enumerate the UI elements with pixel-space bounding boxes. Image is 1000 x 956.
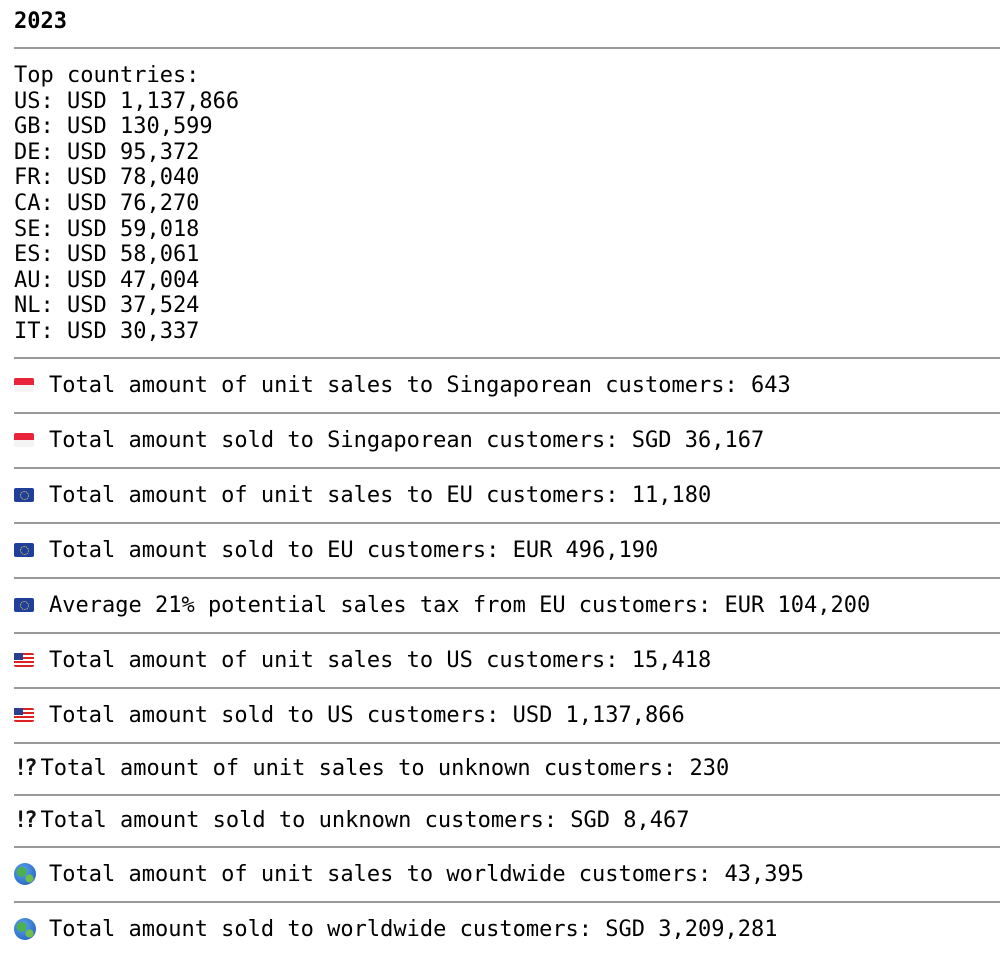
stat-row: Total amount sold to EU customers: EUR 4… bbox=[14, 524, 1000, 577]
stat-text: Total amount of unit sales to worldwide … bbox=[49, 861, 804, 887]
stat-text: Total amount of unit sales to US custome… bbox=[49, 647, 712, 673]
stat-text: Total amount of unit sales to unknown cu… bbox=[40, 756, 730, 782]
country-line: US: USD 1,137,866 bbox=[14, 88, 240, 114]
country-line: FR: USD 78,040 bbox=[14, 165, 200, 191]
divider bbox=[14, 793, 1000, 796]
stat-row: !? Total amount sold to unknown customers… bbox=[14, 796, 1000, 846]
stat-text: Total amount sold to worldwide customers… bbox=[49, 916, 778, 942]
divider bbox=[14, 356, 1000, 359]
us-flag-icon bbox=[14, 708, 34, 723]
divider bbox=[14, 576, 1000, 579]
stat-text: Total amount of unit sales to EU custome… bbox=[49, 482, 712, 508]
stat-text: Total amount of unit sales to Singaporea… bbox=[49, 372, 791, 398]
interrobang-icon: !? bbox=[14, 756, 37, 782]
country-line: CA: USD 76,270 bbox=[14, 190, 200, 216]
stat-row: Total amount sold to Singaporean custome… bbox=[14, 414, 1000, 467]
eu-flag-icon bbox=[14, 543, 34, 558]
divider bbox=[14, 411, 1000, 414]
stat-text: Total amount sold to Singaporean custome… bbox=[49, 427, 765, 453]
stat-text: Total amount sold to EU customers: EUR 4… bbox=[49, 537, 659, 563]
top-countries: Top countries: US: USD 1,137,866 GB: USD… bbox=[14, 49, 1000, 357]
divider bbox=[14, 631, 1000, 634]
stat-row: Total amount sold to US customers: USD 1… bbox=[14, 689, 1000, 742]
country-line: NL: USD 37,524 bbox=[14, 293, 200, 319]
us-flag-icon bbox=[14, 653, 34, 668]
stat-row: Total amount of unit sales to US custome… bbox=[14, 634, 1000, 687]
singapore-flag-icon bbox=[14, 433, 34, 448]
eu-flag-icon bbox=[14, 598, 34, 613]
stat-row: !? Total amount of unit sales to unknown … bbox=[14, 744, 1000, 794]
top-countries-heading: Top countries: bbox=[14, 63, 200, 88]
globe-icon bbox=[14, 863, 36, 886]
country-line: GB: USD 130,599 bbox=[14, 114, 213, 140]
divider bbox=[14, 47, 1000, 49]
country-line: IT: USD 30,337 bbox=[14, 318, 200, 344]
country-line: DE: USD 95,372 bbox=[14, 139, 200, 165]
singapore-flag-icon bbox=[14, 378, 34, 393]
stat-row: Total amount of unit sales to worldwide … bbox=[14, 848, 1000, 901]
stat-row: Total amount sold to worldwide customers… bbox=[14, 903, 1000, 956]
divider bbox=[14, 741, 1000, 744]
year-heading: 2023 bbox=[14, 9, 67, 34]
stat-row: Total amount of unit sales to EU custome… bbox=[14, 469, 1000, 522]
stat-text: Total amount sold to US customers: USD 1… bbox=[49, 702, 685, 728]
divider bbox=[14, 466, 1000, 469]
stat-text: Total amount sold to unknown customers: … bbox=[40, 808, 690, 834]
divider bbox=[14, 686, 1000, 689]
globe-icon bbox=[14, 918, 36, 941]
divider bbox=[14, 845, 1000, 848]
stat-text: Average 21% potential sales tax from EU … bbox=[49, 592, 871, 618]
stat-row: Total amount of unit sales to Singaporea… bbox=[14, 359, 1000, 412]
country-line: SE: USD 59,018 bbox=[14, 216, 200, 242]
stat-row: Average 21% potential sales tax from EU … bbox=[14, 579, 1000, 632]
eu-flag-icon bbox=[14, 488, 34, 503]
divider bbox=[14, 521, 1000, 524]
divider bbox=[14, 900, 1000, 903]
country-line: ES: USD 58,061 bbox=[14, 242, 200, 268]
country-line: AU: USD 47,004 bbox=[14, 267, 200, 293]
interrobang-icon: !? bbox=[14, 808, 37, 834]
